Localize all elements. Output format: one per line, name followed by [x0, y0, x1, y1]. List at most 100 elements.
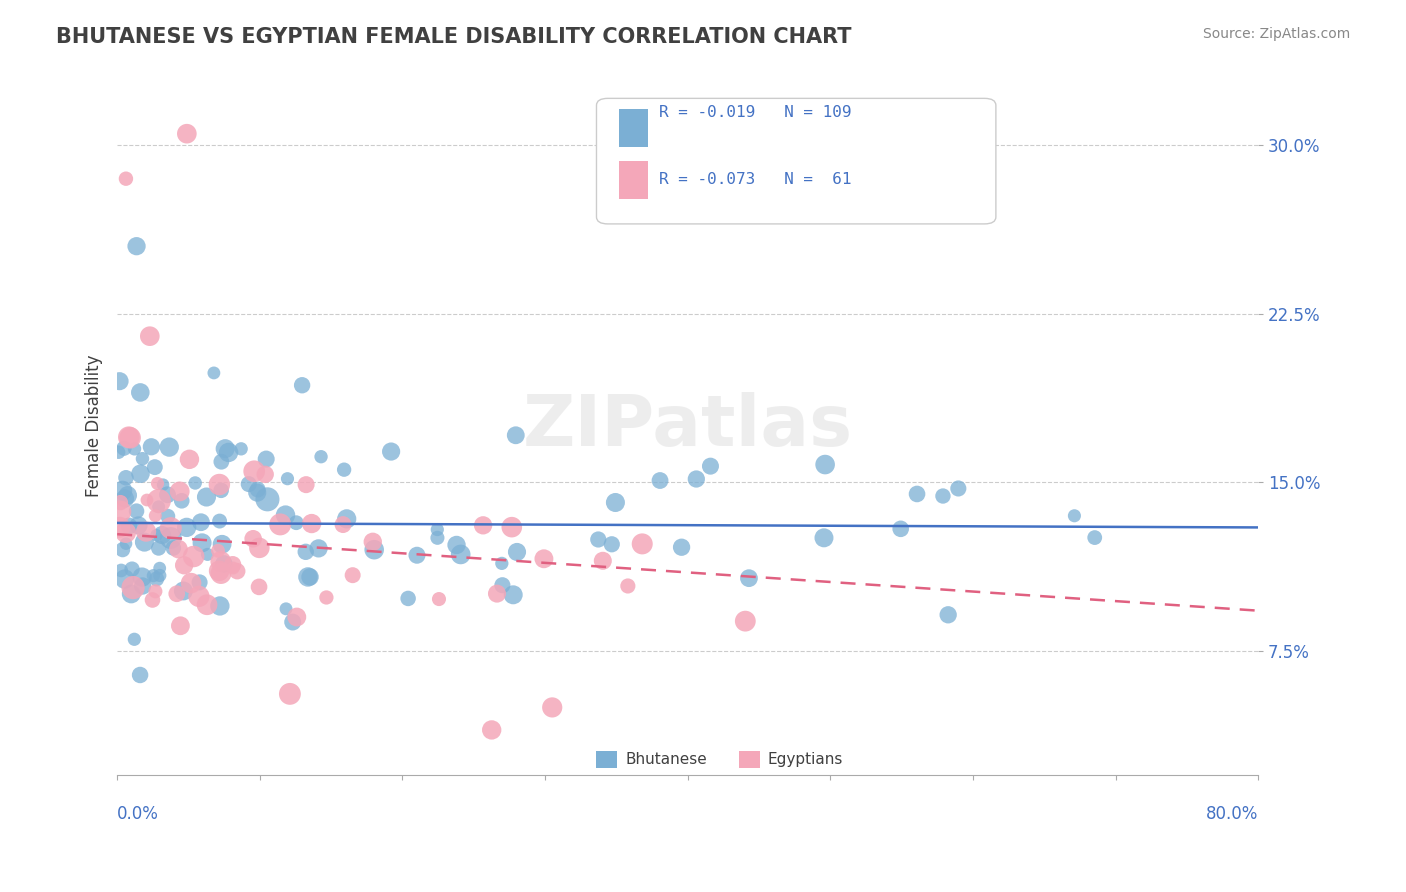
Point: [502, 588, 524, 602]
Point: [124, 632, 146, 647]
Point: [533, 551, 555, 566]
Text: R = -0.073   N =  61: R = -0.073 N = 61: [659, 172, 852, 187]
Point: [141, 593, 163, 607]
Text: 0.0%: 0.0%: [117, 805, 159, 823]
Point: [481, 723, 503, 737]
Point: [814, 458, 837, 472]
Point: [142, 568, 165, 582]
Text: Bhutanese: Bhutanese: [626, 752, 707, 767]
Point: [131, 570, 153, 584]
Point: [202, 366, 225, 380]
Point: [738, 571, 761, 585]
Point: [172, 584, 194, 599]
Point: [107, 445, 129, 459]
Point: [183, 549, 205, 564]
Point: [122, 581, 145, 595]
Point: [254, 452, 277, 467]
Point: [166, 587, 188, 601]
Point: [274, 508, 297, 522]
Point: [148, 500, 170, 514]
Point: [301, 516, 323, 531]
Point: [209, 566, 232, 581]
Point: [188, 575, 211, 590]
Point: [143, 508, 166, 523]
Point: [588, 533, 610, 547]
Point: [276, 472, 298, 486]
Point: [121, 562, 143, 576]
Point: [209, 455, 232, 469]
Point: [671, 540, 693, 554]
Point: [111, 542, 134, 557]
Point: [148, 494, 170, 508]
Point: [143, 460, 166, 475]
Point: [505, 428, 527, 442]
Point: [222, 558, 245, 572]
Point: [208, 599, 231, 613]
Point: [176, 520, 198, 534]
Point: [167, 542, 190, 557]
Point: [1063, 508, 1085, 523]
Point: [211, 537, 233, 551]
Point: [208, 514, 231, 528]
Point: [110, 495, 132, 509]
Point: [148, 541, 170, 556]
Point: [506, 545, 529, 559]
Point: [157, 440, 180, 454]
Point: [246, 483, 269, 497]
Point: [159, 531, 181, 545]
Point: [890, 522, 912, 536]
Point: [141, 440, 163, 454]
Point: [139, 329, 162, 343]
Point: [180, 576, 202, 591]
Point: [333, 463, 356, 477]
Text: Egyptians: Egyptians: [768, 752, 844, 767]
Point: [450, 548, 472, 562]
Point: [617, 579, 640, 593]
Point: [149, 561, 172, 575]
Point: [108, 374, 131, 388]
Point: [170, 493, 193, 508]
Point: [146, 476, 169, 491]
Point: [905, 487, 928, 501]
Point: [124, 442, 146, 456]
Text: BHUTANESE VS EGYPTIAN FEMALE DISABILITY CORRELATION CHART: BHUTANESE VS EGYPTIAN FEMALE DISABILITY …: [56, 27, 852, 46]
Point: [294, 545, 316, 559]
Point: [115, 171, 138, 186]
Point: [932, 489, 955, 503]
Point: [190, 515, 212, 529]
Point: [145, 528, 167, 542]
Point: [131, 579, 153, 593]
Point: [427, 592, 450, 607]
Point: [195, 598, 218, 612]
Point: [342, 568, 364, 582]
Point: [278, 687, 301, 701]
Text: R = -0.019   N = 109: R = -0.019 N = 109: [659, 105, 852, 120]
Point: [315, 591, 337, 605]
Point: [256, 492, 278, 507]
Point: [184, 475, 207, 490]
Point: [134, 535, 156, 549]
Point: [209, 554, 232, 568]
Point: [117, 488, 139, 502]
Point: [491, 578, 513, 592]
Text: Source: ZipAtlas.com: Source: ZipAtlas.com: [1202, 27, 1350, 41]
Point: [631, 537, 654, 551]
Point: [135, 524, 157, 539]
Point: [299, 570, 322, 584]
Point: [114, 572, 136, 586]
Point: [380, 444, 402, 458]
Point: [336, 512, 359, 526]
Point: [648, 474, 671, 488]
Point: [120, 431, 142, 445]
Point: [1084, 531, 1107, 545]
Point: [226, 564, 249, 578]
Point: [111, 483, 134, 498]
Point: [231, 442, 253, 456]
FancyBboxPatch shape: [619, 161, 648, 200]
Point: [162, 541, 184, 555]
Point: [238, 477, 260, 491]
Point: [145, 584, 167, 599]
Point: [125, 239, 148, 253]
Point: [131, 451, 153, 466]
Point: [222, 561, 245, 575]
